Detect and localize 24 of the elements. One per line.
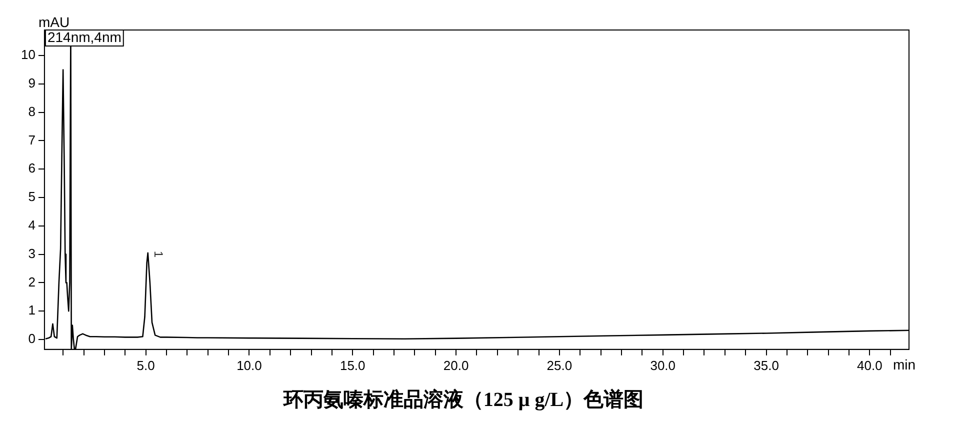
x-tick-label: 30.0 [650, 358, 676, 373]
y-tick-label: 7 [28, 132, 36, 148]
y-tick-label: 3 [28, 246, 36, 261]
y-tick-label: 6 [28, 160, 36, 176]
x-tick-label: 40.0 [857, 358, 882, 373]
x-tick-label: 20.0 [443, 358, 469, 373]
y-tick-label: 0 [28, 331, 36, 346]
x-tick-label: 25.0 [546, 358, 572, 373]
x-axis-title: min [893, 356, 916, 372]
annotation: 1 [152, 250, 166, 258]
y-tick-label: 8 [28, 104, 36, 119]
annotation: 214nm,4nm [47, 28, 122, 45]
x-tick-label: 15.0 [340, 358, 366, 373]
y-tick-label: 2 [28, 274, 36, 290]
x-tick-label: 10.0 [236, 358, 262, 373]
x-tick-label: 35.0 [754, 358, 779, 373]
y-tick-label: 9 [28, 76, 36, 91]
y-axis-title: mAU [38, 14, 70, 30]
text: 环丙氨嗪标准品溶液（125 μ g/L）色谱图 [282, 388, 644, 412]
y-tick-label: 4 [28, 217, 36, 232]
y-tick-label: 5 [28, 189, 36, 204]
y-tick-label: 1 [28, 302, 36, 318]
y-tick-label: 10 [20, 47, 36, 62]
x-tick-label: 5.0 [136, 358, 155, 373]
